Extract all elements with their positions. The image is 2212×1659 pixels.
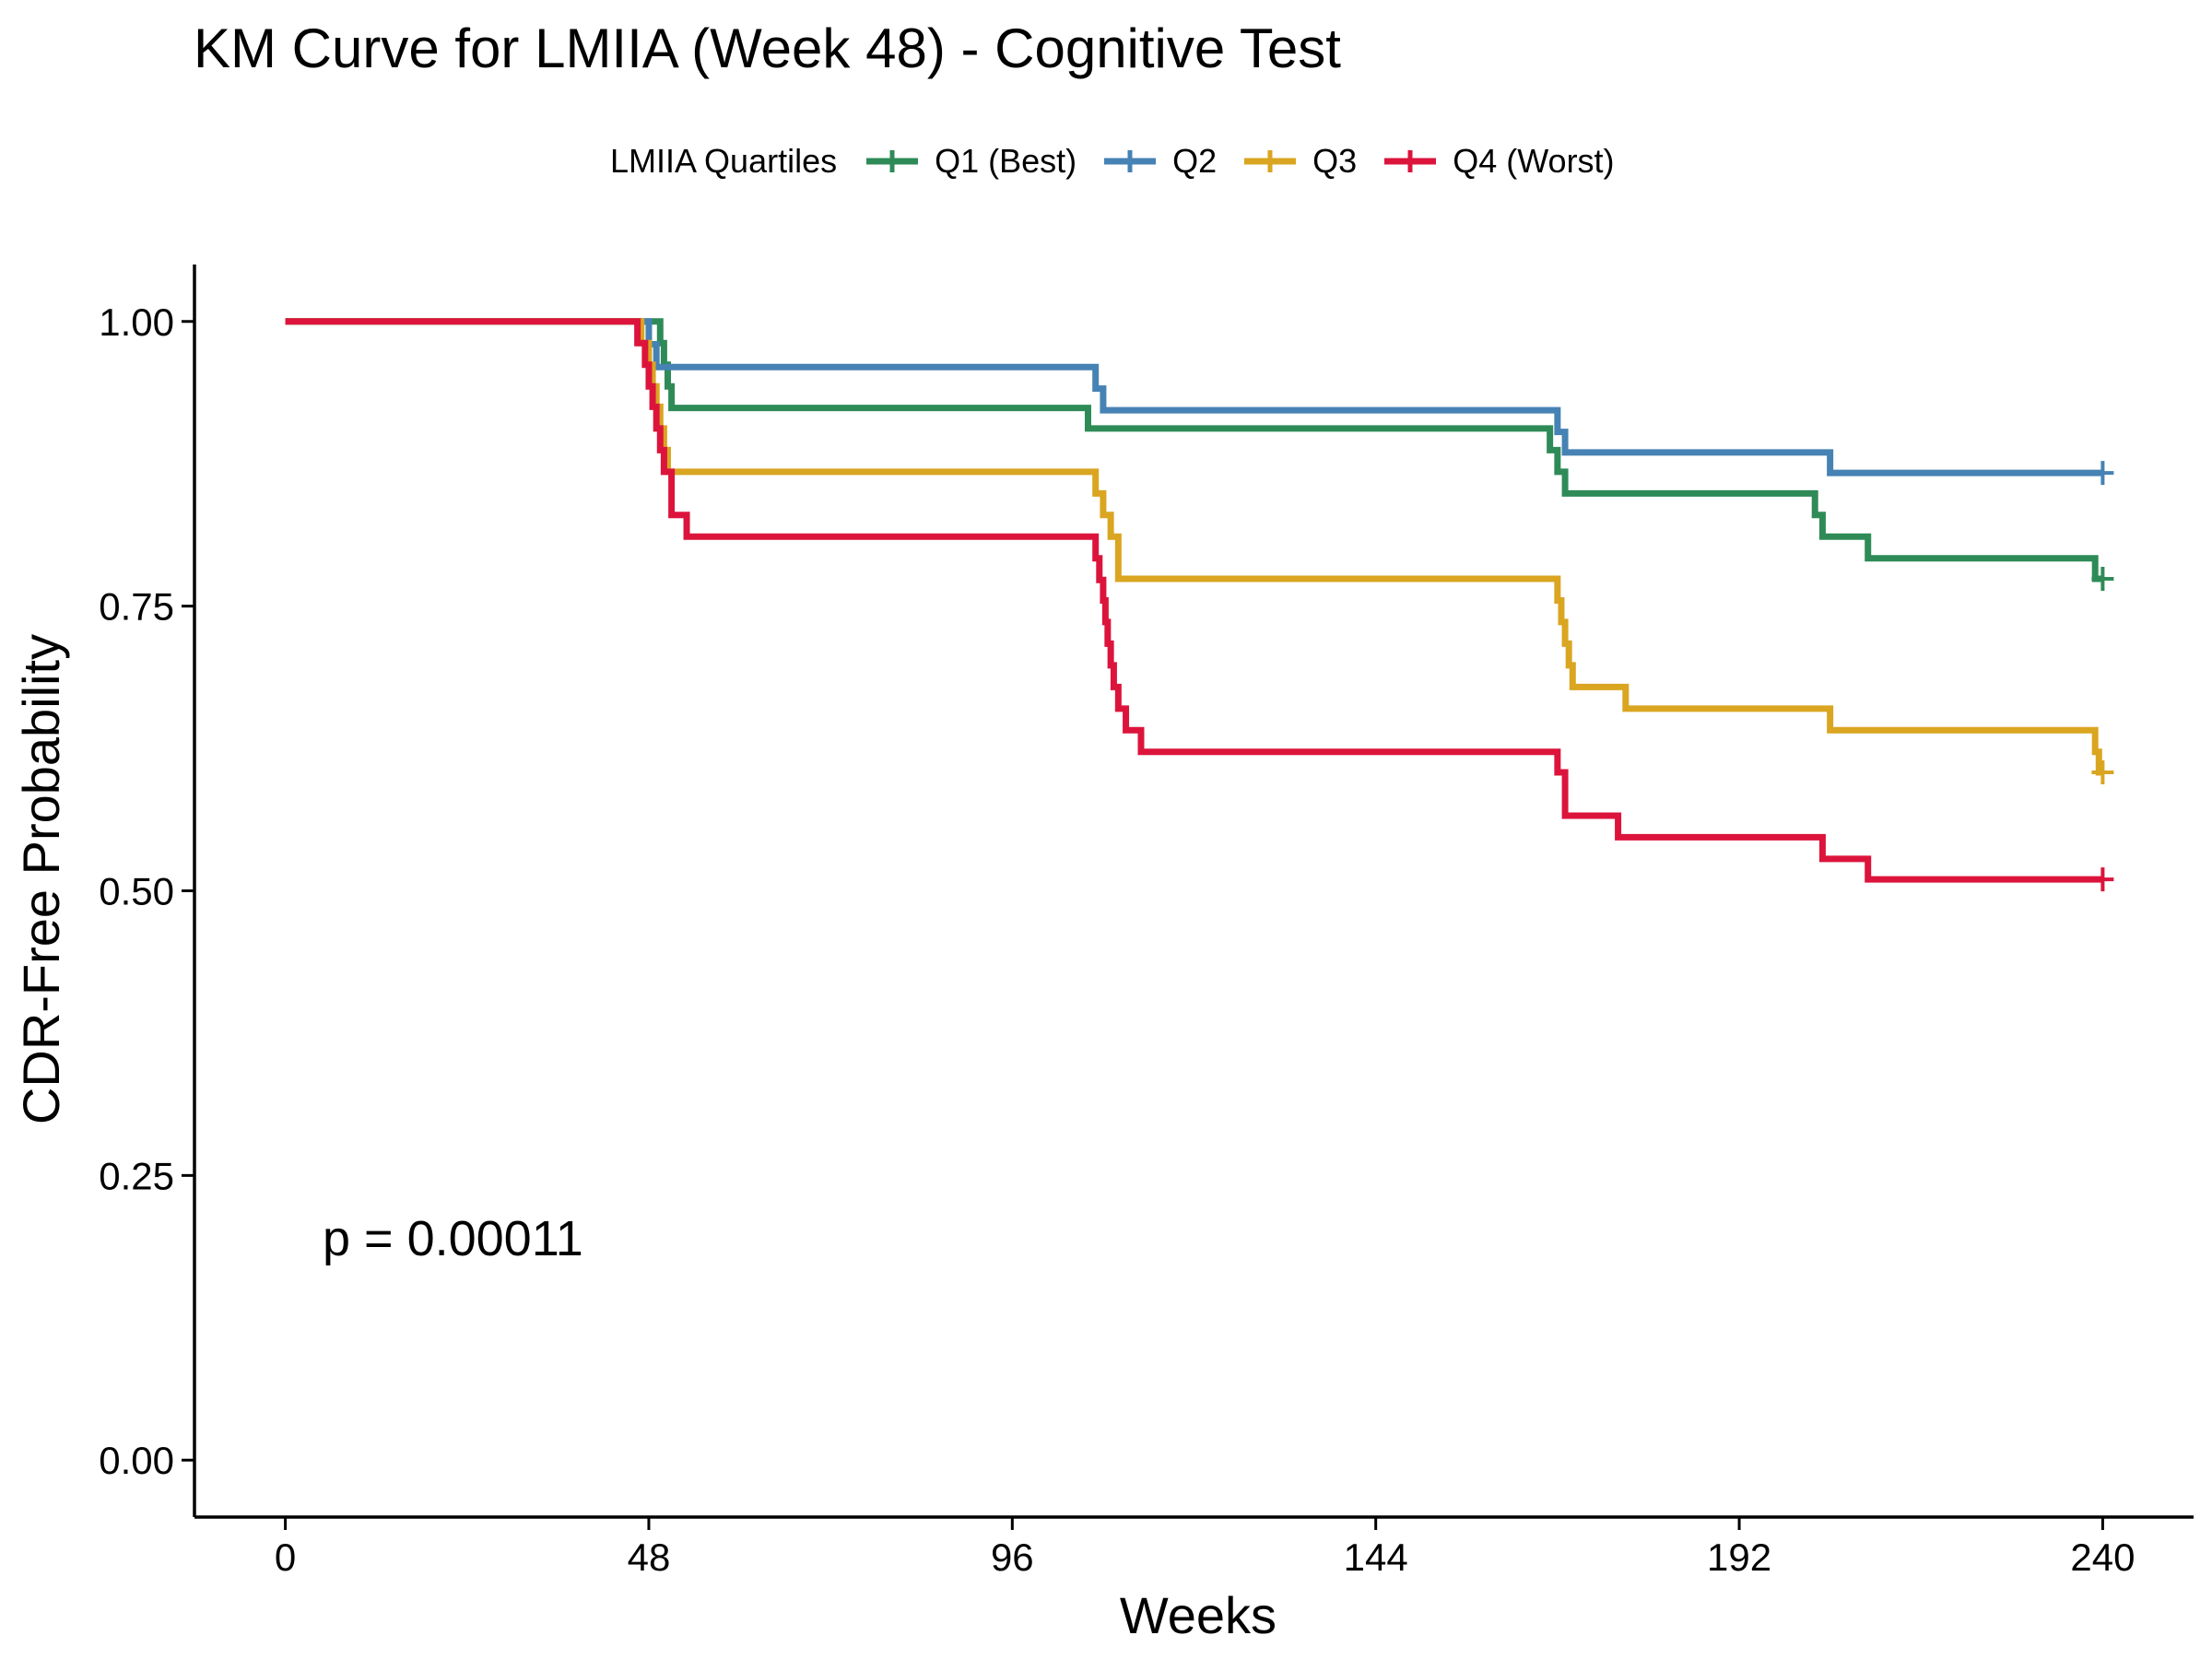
y-tick-label: 0.25 <box>99 1154 174 1197</box>
legend-key-q2 <box>1104 150 1157 172</box>
x-tick-label: 0 <box>275 1535 296 1579</box>
legend-label-q3: Q3 <box>1312 142 1358 180</box>
legend-label-q1: Q1 (Best) <box>935 142 1077 180</box>
legend: LMIIA Quartiles Q1 (Best) Q2 Q3 Q4 (Wors… <box>610 136 1639 186</box>
curves <box>285 318 2114 892</box>
y-tick-label: 0.00 <box>99 1439 174 1482</box>
legend-item-q1: Q1 (Best) <box>863 142 1077 181</box>
y-tick-label: 1.00 <box>99 300 174 344</box>
y-tick-label: 0.50 <box>99 870 174 913</box>
legend-item-q4: Q4 (Worst) <box>1381 142 1615 181</box>
x-axis-label: Weeks <box>1120 1586 1277 1644</box>
legend-item-q3: Q3 <box>1241 142 1357 181</box>
x-tick-label: 240 <box>2070 1535 2135 1579</box>
legend-key-q3 <box>1244 150 1297 172</box>
chart-title: KM Curve for LMIIA (Week 48) - Cognitive… <box>194 18 1341 79</box>
legend-item-q2: Q2 <box>1100 142 1217 181</box>
legend-label-q4: Q4 (Worst) <box>1453 142 1615 180</box>
legend-label-q2: Q2 <box>1172 142 1218 180</box>
censor-mark-q3 <box>2091 760 2114 785</box>
km-curve-q3 <box>285 318 2103 776</box>
x-tick-label: 192 <box>1707 1535 1771 1579</box>
y-tick-label: 0.75 <box>99 585 174 629</box>
x-tick-label: 48 <box>628 1535 671 1579</box>
legend-title: LMIIA Quartiles <box>610 142 838 180</box>
censor-mark-q4 <box>2091 867 2114 892</box>
legend-key-q4 <box>1384 150 1437 172</box>
y-axis-label: CDR-Free Probability <box>12 634 70 1124</box>
x-tick-label: 96 <box>991 1535 1034 1579</box>
censor-mark-q2 <box>2091 461 2114 486</box>
axes: 0 48 96 144 192 240 0.00 0.25 0.50 0.75 1.00 <box>99 265 2194 1579</box>
x-tick-label: 144 <box>1344 1535 1408 1579</box>
censor-mark-q1 <box>2091 566 2114 591</box>
legend-key-q1 <box>866 150 919 172</box>
km-curve-q4 <box>285 318 2103 883</box>
p-value-annotation: p = 0.00011 <box>323 1211 583 1266</box>
km-curve-q2 <box>285 318 2103 477</box>
